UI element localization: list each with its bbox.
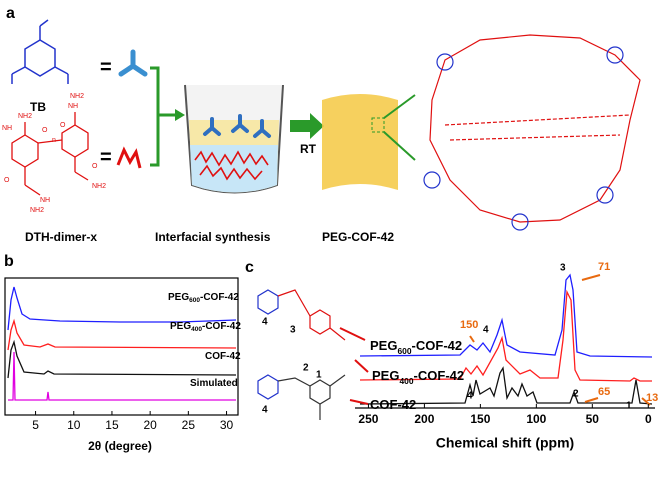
panel-label: c bbox=[245, 259, 254, 276]
subscript: 600 bbox=[397, 346, 411, 356]
x-tick-label: 50 bbox=[586, 412, 600, 426]
step-label: Interfacial synthesis bbox=[155, 230, 271, 244]
monomer-label: TB bbox=[30, 100, 46, 114]
rt-arrow bbox=[290, 113, 324, 139]
x-axis-label: Chemical shift (ppm) bbox=[436, 435, 574, 451]
trace bbox=[7, 318, 237, 351]
dthdimer-icon bbox=[116, 146, 142, 169]
structure-label: 4 bbox=[262, 317, 268, 328]
panel-label: b bbox=[4, 253, 14, 270]
atom-label: NH2 bbox=[92, 183, 106, 190]
label-part: COF-42 bbox=[370, 397, 416, 412]
trace-label: PEG400-COF-42 bbox=[170, 321, 241, 334]
x-tick-label: 20 bbox=[143, 418, 157, 432]
x-tick-label: 0 bbox=[645, 412, 652, 426]
structures bbox=[257, 289, 346, 420]
trace-label: PEG400-COF-42 bbox=[372, 368, 464, 386]
trace-label: COF-42 bbox=[205, 351, 241, 362]
x-tick-label: 100 bbox=[526, 412, 546, 426]
bracket-arrow bbox=[175, 109, 185, 121]
trace bbox=[359, 366, 653, 405]
label-part: -COF-42 bbox=[200, 292, 239, 303]
plot-frame bbox=[4, 277, 239, 416]
condition-label: RT bbox=[300, 142, 317, 156]
trace bbox=[359, 273, 653, 358]
dthdimer-structure bbox=[11, 112, 89, 196]
x-tick-label: 150 bbox=[470, 412, 490, 426]
label-part: -COF-42 bbox=[202, 321, 241, 332]
shift-label: 71 bbox=[598, 261, 610, 273]
x-tick-label: 25 bbox=[182, 418, 196, 432]
label-part: PEG bbox=[170, 321, 191, 332]
atom-label: NH2 bbox=[30, 207, 44, 214]
cof-network bbox=[423, 34, 641, 231]
trace bbox=[359, 289, 652, 382]
trace bbox=[8, 351, 236, 401]
label-part: PEG bbox=[372, 368, 399, 383]
zoom-lines bbox=[383, 94, 416, 161]
shift-label: 150 bbox=[460, 319, 478, 331]
x-tick-label: 15 bbox=[105, 418, 119, 432]
peak-label: 2 bbox=[573, 389, 579, 400]
label-part: COF-42 bbox=[205, 351, 241, 362]
trace bbox=[7, 286, 237, 331]
label-part: PEG bbox=[370, 338, 397, 353]
trace bbox=[7, 339, 237, 379]
arrows bbox=[339, 274, 651, 406]
atom-label: O bbox=[60, 122, 66, 129]
x-tick-label: 30 bbox=[220, 418, 234, 432]
beaker bbox=[184, 84, 284, 194]
label-part: -COF-42 bbox=[412, 338, 463, 353]
tb-structure bbox=[11, 19, 69, 84]
x-tick-label: 250 bbox=[358, 412, 378, 426]
bracket bbox=[150, 66, 175, 167]
atom-label: NH2 bbox=[18, 113, 32, 120]
shift-label: 13 bbox=[646, 392, 658, 404]
atom-label: n bbox=[52, 137, 56, 144]
structure-label: 2 bbox=[303, 363, 309, 374]
zoom-box bbox=[371, 117, 385, 133]
subscript: 400 bbox=[399, 376, 413, 386]
film bbox=[322, 94, 398, 190]
panel-label: a bbox=[6, 5, 15, 22]
label-part: -COF-42 bbox=[414, 368, 465, 383]
atom-label: NH bbox=[2, 125, 12, 132]
trace-label: COF-42 bbox=[370, 397, 416, 412]
trace-label: PEG600-COF-42 bbox=[168, 292, 239, 305]
structure-label: 4 bbox=[262, 405, 268, 416]
shift-label: 65 bbox=[598, 386, 610, 398]
product-label: PEG-COF-42 bbox=[322, 230, 394, 244]
subscript: 600 bbox=[189, 297, 200, 304]
atom-label: NH2 bbox=[70, 93, 84, 100]
tb-icon bbox=[118, 49, 148, 77]
label-part: Simulated bbox=[190, 378, 238, 389]
structure-label: 1 bbox=[316, 370, 322, 381]
atom-label: NH bbox=[40, 197, 50, 204]
peak-label: 4 bbox=[467, 391, 473, 402]
structure-label: 3 bbox=[290, 325, 296, 336]
equals: = bbox=[100, 56, 112, 78]
x-axis-label: 2θ (degree) bbox=[88, 439, 152, 453]
peak-label: 4 bbox=[483, 325, 489, 336]
trace-label: Simulated bbox=[190, 378, 238, 389]
peak-label: 1 bbox=[626, 401, 632, 412]
peak-label: 3 bbox=[560, 263, 566, 274]
x-tick-label: 10 bbox=[67, 418, 81, 432]
atom-label: NH bbox=[68, 103, 78, 110]
atom-label: O bbox=[4, 177, 10, 184]
x-tick-label: 5 bbox=[32, 418, 39, 432]
x-tick-label: 200 bbox=[414, 412, 434, 426]
monomer-label: DTH-dimer-x bbox=[25, 230, 97, 244]
atom-label: O bbox=[42, 127, 48, 134]
trace-label: PEG600-COF-42 bbox=[370, 338, 462, 356]
equals: = bbox=[100, 146, 112, 168]
atom-label: O bbox=[92, 163, 98, 170]
label-part: PEG bbox=[168, 292, 189, 303]
subscript: 400 bbox=[191, 326, 202, 333]
